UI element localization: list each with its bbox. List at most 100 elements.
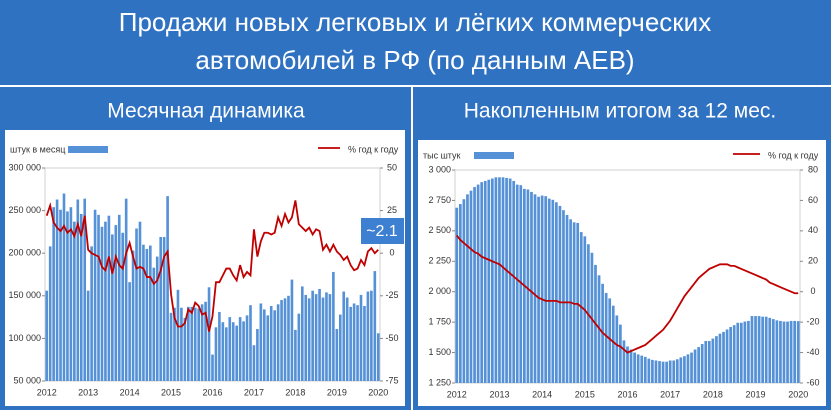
bar <box>245 315 249 381</box>
bar <box>280 300 283 381</box>
x-tick-label: 2018 <box>285 387 305 397</box>
y2-tick-label: 0 <box>389 248 394 258</box>
bar <box>363 306 366 381</box>
bar <box>235 325 238 381</box>
bar <box>640 355 644 383</box>
bar <box>152 267 156 381</box>
bar <box>183 317 187 381</box>
bar <box>231 322 235 381</box>
bar <box>611 305 615 383</box>
bar <box>131 250 135 381</box>
bar <box>321 297 325 381</box>
bar <box>252 345 256 381</box>
bar <box>764 316 768 383</box>
x-tick-label: 2012 <box>447 389 467 399</box>
bar <box>193 307 197 381</box>
bar <box>145 248 149 381</box>
bar <box>466 194 469 383</box>
bar <box>48 246 52 381</box>
bar <box>469 190 473 383</box>
bar <box>228 317 232 381</box>
bar <box>100 226 104 381</box>
bar <box>359 294 363 381</box>
bar <box>615 315 619 383</box>
bar <box>273 310 276 381</box>
bar <box>576 222 580 383</box>
bar <box>149 245 152 381</box>
bar <box>501 177 505 383</box>
bar <box>665 361 668 383</box>
bar <box>715 336 718 383</box>
bar <box>55 199 59 381</box>
bar <box>242 321 245 381</box>
bar <box>73 221 76 381</box>
bar <box>304 294 308 381</box>
bar <box>287 295 290 381</box>
bar <box>739 322 743 383</box>
bar <box>138 221 142 381</box>
bar <box>352 303 356 381</box>
bar <box>176 289 180 381</box>
bar <box>750 316 754 383</box>
y2-tick-label: 60 <box>808 195 818 205</box>
bar <box>307 298 311 381</box>
y2-tick-label: 50 <box>387 162 397 172</box>
bar <box>373 271 377 381</box>
legend-label: % год к году <box>768 150 819 160</box>
bar <box>729 327 732 383</box>
bar <box>283 298 287 381</box>
y-tick-label: 50 000 <box>13 375 41 385</box>
bar <box>636 354 640 383</box>
bar <box>629 349 633 383</box>
bar <box>376 333 380 381</box>
bar <box>704 341 708 383</box>
x-tick-label: 2014 <box>532 389 552 399</box>
bar <box>269 306 273 381</box>
y2-tick-label: -60 <box>806 377 819 387</box>
bar <box>62 193 66 381</box>
chart-title: Месячная динамика <box>107 100 305 123</box>
legend-label: штук в месяц <box>10 144 65 154</box>
chart-title: Накопленным итогом за 12 мес. <box>464 100 777 123</box>
y2-tick-label: 80 <box>808 164 818 174</box>
x-tick-label: 2012 <box>37 387 57 397</box>
x-tick-label: 2013 <box>489 389 509 399</box>
line <box>456 234 799 354</box>
bar <box>512 180 516 383</box>
bar <box>197 308 200 381</box>
bar <box>569 219 572 383</box>
y2-tick-label: -75 <box>385 375 398 385</box>
y-tick-label: 2 750 <box>428 195 451 205</box>
bar <box>124 198 128 381</box>
bar <box>786 321 789 383</box>
bar <box>214 327 218 381</box>
bar <box>683 356 686 383</box>
y-tick-label: 150 000 <box>8 290 41 300</box>
bar <box>693 349 697 383</box>
bar <box>643 356 647 383</box>
bar <box>349 306 352 381</box>
bar <box>789 320 793 383</box>
bar <box>487 179 491 383</box>
x-tick-label: 2016 <box>617 389 637 399</box>
bar <box>697 347 700 383</box>
bar <box>796 321 800 383</box>
bar <box>558 205 562 383</box>
bar <box>328 294 332 381</box>
bar <box>494 177 498 383</box>
bar <box>519 185 523 383</box>
bar <box>86 290 90 381</box>
y-tick-label: 2 500 <box>428 225 451 235</box>
bar <box>476 184 480 383</box>
bar <box>200 304 204 381</box>
bar <box>142 244 145 381</box>
bar <box>455 207 459 383</box>
bar <box>747 320 750 383</box>
y-tick-label: 100 000 <box>8 333 41 343</box>
bar <box>114 225 118 381</box>
y2-tick-label: 0 <box>810 286 815 296</box>
bar <box>654 360 658 383</box>
bar <box>782 321 786 383</box>
bar <box>128 282 131 381</box>
bar <box>562 210 565 383</box>
